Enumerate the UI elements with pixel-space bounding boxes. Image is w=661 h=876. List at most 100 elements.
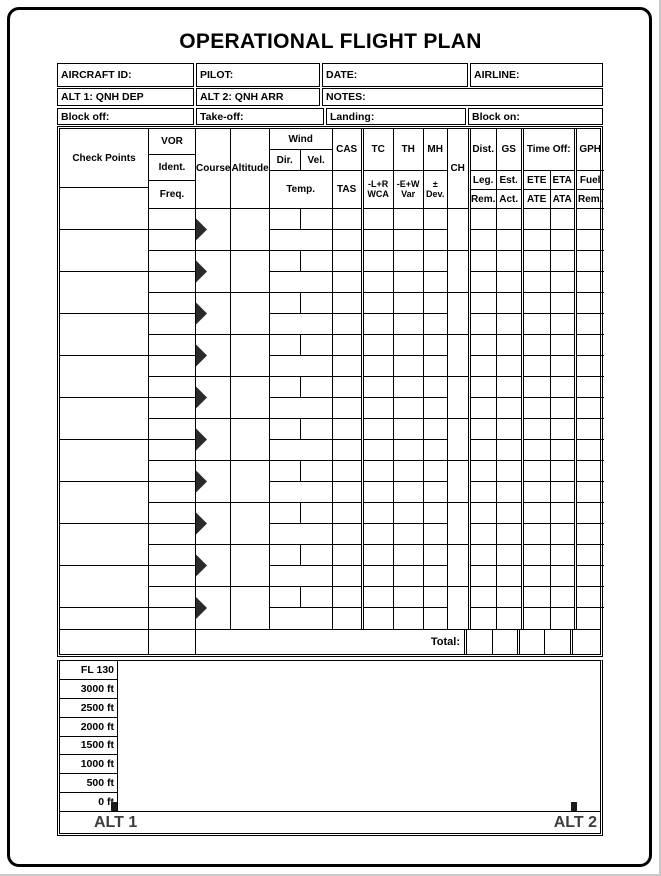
date-field: DATE: [322,63,468,87]
airline-field: AIRLINE: [470,63,603,87]
col-cas: CAS TAS [331,129,361,629]
altitude-scale-label: 500 ft [60,774,117,794]
log-cell [470,251,496,272]
time-cells [523,209,574,230]
log-cell [363,503,393,524]
log-cell [447,335,468,377]
date-label: DATE: [326,69,358,81]
aircraft-id-field: AIRCRAFT ID: [57,63,194,87]
course-cell [196,209,231,251]
alt1-qnh-field: ALT 1: QNH DEP [57,88,194,106]
log-cell [470,377,496,398]
log-cell [231,209,269,251]
log-cell [332,356,361,377]
wind-temp-cell [269,524,332,545]
log-cell [423,461,447,482]
altitude-scale-label: 1000 ft [60,755,117,775]
altitude-scale: FL 130 3000 ft 2500 ft 2000 ft 1500 ft 1000 f… [60,661,118,811]
col-gph: GPH Fuel Rem. [573,129,604,629]
leg-arrow-icon [196,258,207,285]
col-th: TH -E+W Var [392,129,423,629]
log-cell [423,356,447,377]
page-edge [0,874,661,876]
log-cell [332,440,361,461]
log-cell [496,461,521,482]
log-cell [231,377,269,419]
course-cell [196,587,230,629]
log-cell [231,251,269,293]
ata-header: ATA [550,190,574,209]
total-fuel-cell [570,630,600,654]
log-cell [332,209,361,230]
wind-dir-vel-cells [269,377,332,398]
course-cell [196,545,231,587]
log-cell [149,503,195,524]
est-header: Est. [496,171,521,190]
log-cell [423,503,447,524]
eta-cell [550,335,574,356]
aircraft-id-label: AIRCRAFT ID: [61,69,132,81]
log-cell [363,398,393,419]
time-cells [524,608,574,629]
log-cell [363,335,393,356]
course-cell [196,461,231,503]
log-cell [363,377,393,398]
log-cell [231,419,269,461]
check-point-cell [60,566,148,608]
check-point-cell [60,608,148,629]
log-cell [149,419,195,440]
log-cell [423,272,447,293]
page-edge [659,0,661,876]
log-cell [470,587,496,608]
time-cells [523,398,574,419]
wca-line2: WCA [367,188,389,199]
log-cell [149,545,195,566]
col-gs: GS Est. Act. [495,129,521,629]
block-on-label: Block on: [472,110,520,123]
eta-cell [550,209,574,230]
notes-label: NOTES: [326,91,366,103]
log-cell [332,293,361,314]
eta-cell [550,272,574,293]
course-cell [196,293,231,335]
log-cell [470,335,496,356]
ete-cell [523,482,551,503]
wind-dir-vel-cells [269,335,332,356]
ete-cell [523,461,551,482]
log-cell [496,209,521,230]
log-cell [576,251,604,272]
wind-dir-cell [269,377,301,398]
eta-cell [550,524,574,545]
check-point-cell [60,440,148,482]
ete-cell [524,608,551,629]
log-cell [332,566,361,587]
altitude-header: Altitude [231,129,269,209]
log-cell [149,230,195,251]
log-cell [393,272,423,293]
log-cell [363,272,393,293]
time-cells [523,314,574,335]
log-cell [576,482,604,503]
ete-cell [523,293,551,314]
log-cell [363,524,393,545]
total-gs-cell [492,630,517,654]
wind-temp-cell [269,356,332,377]
log-cell [332,272,361,293]
check-points-header: Check Points [60,129,148,188]
leg-arrow-icon [196,342,207,369]
ete-cell [523,377,551,398]
alt1-label: ALT 1 [94,813,138,831]
dir-header: Dir. [269,150,301,171]
log-cell [447,377,468,419]
wind-temp-cell [269,398,332,419]
eta-cell [550,419,574,440]
log-cell [149,461,195,482]
wind-temp-cell [269,272,332,293]
wind-header: Wind [269,129,332,150]
time-cells [523,356,574,377]
block-off-field: Block off: [57,108,194,125]
wind-vel-cell [300,545,332,566]
log-cell [470,293,496,314]
eta-header: ETA [550,171,574,190]
leg-arrow-icon [196,216,207,243]
